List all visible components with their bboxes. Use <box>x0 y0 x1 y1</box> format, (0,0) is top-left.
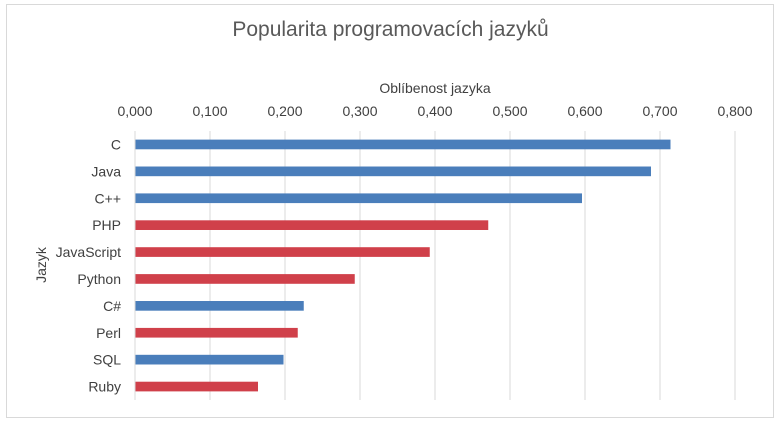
x-tick-label: 0,500 <box>492 103 527 119</box>
category-label: JavaScript <box>56 244 121 260</box>
bar-javascript <box>135 247 430 257</box>
bar-perl <box>135 327 298 338</box>
chart-frame <box>6 4 774 418</box>
category-label: C# <box>103 298 121 314</box>
x-tick-label: 0,700 <box>642 103 677 119</box>
chart-title: Popularita programovacích jazyků <box>232 18 549 41</box>
category-labels: C Java C++ PHP JavaScript Python C# Perl SQL Ruby <box>56 136 122 394</box>
category-label: Python <box>77 271 121 287</box>
bar-c- <box>135 193 582 204</box>
bars <box>135 139 671 392</box>
x-tick-label: 0,100 <box>192 103 227 119</box>
category-label: Ruby <box>88 379 121 395</box>
bar-python <box>135 274 355 284</box>
category-label: C <box>111 136 121 152</box>
x-tick-label: 0,200 <box>267 103 302 119</box>
x-tick-label: 0,300 <box>342 103 377 119</box>
x-tick-label: 0,600 <box>567 103 602 119</box>
category-label: C++ <box>95 190 121 206</box>
x-tick-label: 0,400 <box>417 103 452 119</box>
x-tick-label: 0,800 <box>717 103 752 119</box>
bar-ruby <box>135 381 258 392</box>
x-axis-ticks: 0,000 0,100 0,200 0,300 0,400 0,500 0,600 0,700… <box>117 103 752 119</box>
bar-c <box>135 139 671 150</box>
category-label: SQL <box>93 352 121 368</box>
x-tick-label: 0,000 <box>117 103 152 119</box>
bar-java <box>135 166 651 177</box>
category-label: Java <box>91 163 121 179</box>
category-label: PHP <box>92 217 121 233</box>
category-label: Perl <box>96 325 121 341</box>
y-axis-label: Jazyk <box>33 246 49 283</box>
bar-php <box>135 220 489 230</box>
bar-c- <box>135 301 304 311</box>
x-axis-label: Oblíbenost jazyka <box>379 80 490 96</box>
bar-sql <box>135 354 284 365</box>
